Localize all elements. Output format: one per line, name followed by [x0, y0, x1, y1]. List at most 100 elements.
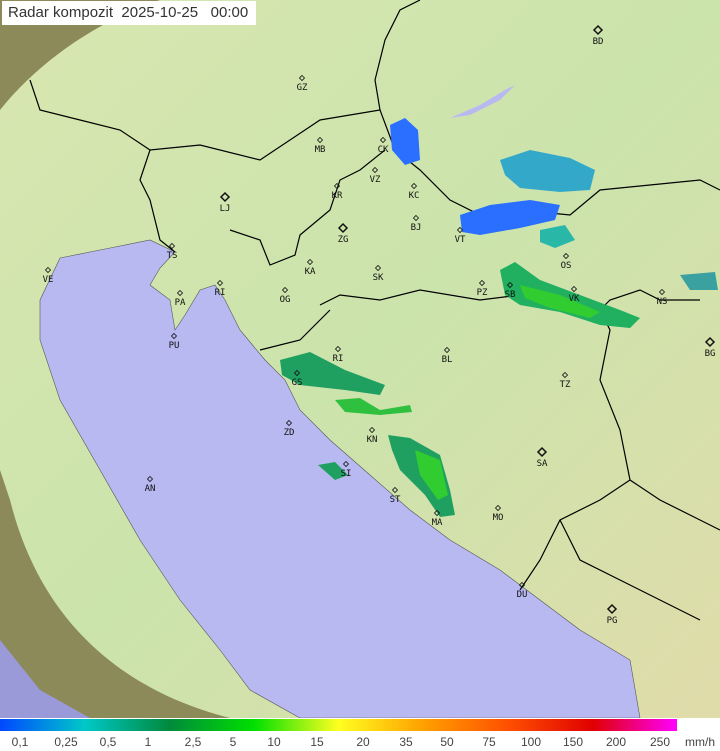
- city-label: AN: [145, 484, 156, 494]
- radar-echoes: [280, 118, 718, 517]
- city-label: ST: [390, 495, 401, 505]
- city-label: BJ: [411, 223, 422, 233]
- city-marker[interactable]: RI: [333, 345, 344, 365]
- echo-cell: [460, 200, 560, 235]
- city-diamond-icon: [410, 182, 418, 190]
- city-marker[interactable]: KN: [367, 426, 378, 446]
- city-label: PU: [169, 341, 180, 351]
- city-marker[interactable]: MB: [315, 136, 326, 156]
- city-marker[interactable]: SI: [341, 460, 352, 480]
- city-diamond-icon: [379, 136, 387, 144]
- city-diamond-icon: [494, 504, 502, 512]
- city-label: SK: [373, 273, 384, 283]
- city-marker[interactable]: BJ: [411, 214, 422, 234]
- city-diamond-icon: [506, 281, 514, 289]
- city-marker[interactable]: NS: [657, 288, 668, 308]
- city-marker[interactable]: SK: [373, 264, 384, 284]
- city-marker[interactable]: KC: [409, 182, 420, 202]
- city-diamond-icon: [658, 288, 666, 296]
- city-label: SB: [505, 290, 516, 300]
- legend-label: 75: [482, 735, 496, 749]
- city-diamond-icon: [374, 264, 382, 272]
- city-marker[interactable]: PZ: [477, 279, 488, 299]
- city-label: KR: [332, 191, 343, 201]
- city-marker[interactable]: ZD: [284, 419, 295, 439]
- city-label: OS: [561, 261, 572, 271]
- city-diamond-icon: [570, 285, 578, 293]
- legend-label: 1: [144, 735, 152, 749]
- city-marker[interactable]: CK: [378, 136, 389, 156]
- city-label: RI: [333, 354, 344, 364]
- city-label: KN: [367, 435, 378, 445]
- city-marker[interactable]: GS: [292, 369, 303, 389]
- city-marker[interactable]: MA: [432, 509, 443, 529]
- city-marker[interactable]: TZ: [560, 371, 571, 391]
- legend-labels: 0,1 0,25 0,5 1 2,5 5 10 15 20 35 50 75 100 150 200 250 m…: [0, 735, 720, 751]
- city-label: MB: [315, 145, 326, 155]
- city-label: KA: [305, 267, 316, 277]
- city-diamond-icon: [518, 581, 526, 589]
- city-marker[interactable]: MO: [493, 504, 504, 524]
- city-marker[interactable]: VZ: [370, 166, 381, 186]
- city-label: VZ: [370, 175, 381, 185]
- city-marker[interactable]: AN: [145, 475, 156, 495]
- city-marker[interactable]: RI: [215, 279, 226, 299]
- city-diamond-icon: [334, 345, 342, 353]
- legend-label: 2,5: [184, 735, 202, 749]
- city-marker[interactable]: BG: [705, 336, 716, 359]
- city-label: VK: [569, 294, 580, 304]
- city-marker[interactable]: VE: [43, 266, 54, 286]
- city-diamond-icon: [391, 486, 399, 494]
- city-marker[interactable]: SA: [537, 446, 548, 469]
- radar-map[interactable]: BD GZ MB CK VZ KR KC LJ BJ VT ZG TS VE KA SK RI PA OG PZ SB…: [0, 0, 720, 718]
- city-label: OG: [280, 295, 291, 305]
- legend-label: 250: [649, 735, 671, 749]
- city-marker[interactable]: ZG: [338, 222, 349, 245]
- city-marker[interactable]: SB: [505, 281, 516, 301]
- city-marker[interactable]: VK: [569, 285, 580, 305]
- city-marker[interactable]: PG: [607, 603, 618, 626]
- city-diamond-icon: [562, 252, 570, 260]
- lake-balaton: [450, 85, 515, 118]
- city-marker[interactable]: LJ: [219, 191, 231, 214]
- city-marker[interactable]: PA: [175, 289, 186, 309]
- city-label: TZ: [560, 380, 571, 390]
- city-diamond-icon: [146, 475, 154, 483]
- city-label: BL: [442, 355, 453, 365]
- legend-label: 5: [229, 735, 237, 749]
- city-diamond-icon: [433, 509, 441, 517]
- city-marker[interactable]: KA: [305, 258, 316, 278]
- city-diamond-icon: [219, 191, 231, 203]
- city-marker[interactable]: ST: [390, 486, 401, 506]
- city-marker[interactable]: OG: [280, 286, 291, 306]
- city-diamond-icon: [443, 346, 451, 354]
- city-marker[interactable]: TS: [167, 242, 178, 262]
- city-marker[interactable]: VT: [455, 226, 466, 246]
- city-marker[interactable]: PU: [169, 332, 180, 352]
- city-marker[interactable]: OS: [561, 252, 572, 272]
- echo-cell: [500, 150, 595, 192]
- city-label: SA: [537, 459, 548, 469]
- city-marker[interactable]: KR: [332, 182, 343, 202]
- city-label: VE: [43, 275, 54, 285]
- legend-label: 0,1: [11, 735, 29, 749]
- echo-cell: [390, 118, 420, 165]
- city-diamond-icon: [170, 332, 178, 340]
- legend-label: 0,25: [54, 735, 78, 749]
- title-date: 2025-10-25: [121, 4, 199, 21]
- map-title: Radar kompozit 2025-10-25 00:00: [2, 1, 257, 25]
- city-label: TS: [167, 251, 178, 261]
- city-diamond-icon: [316, 136, 324, 144]
- city-marker[interactable]: GZ: [297, 74, 308, 94]
- city-label: PG: [607, 616, 618, 626]
- city-diamond-icon: [478, 279, 486, 287]
- city-diamond-icon: [371, 166, 379, 174]
- city-label: PZ: [477, 288, 488, 298]
- city-label: VT: [455, 235, 466, 245]
- city-marker[interactable]: BL: [442, 346, 453, 366]
- city-label: ZD: [284, 428, 295, 438]
- city-marker[interactable]: BD: [593, 24, 604, 47]
- city-label: CK: [378, 145, 389, 155]
- city-marker[interactable]: DU: [517, 581, 528, 601]
- echo-cell: [415, 450, 448, 500]
